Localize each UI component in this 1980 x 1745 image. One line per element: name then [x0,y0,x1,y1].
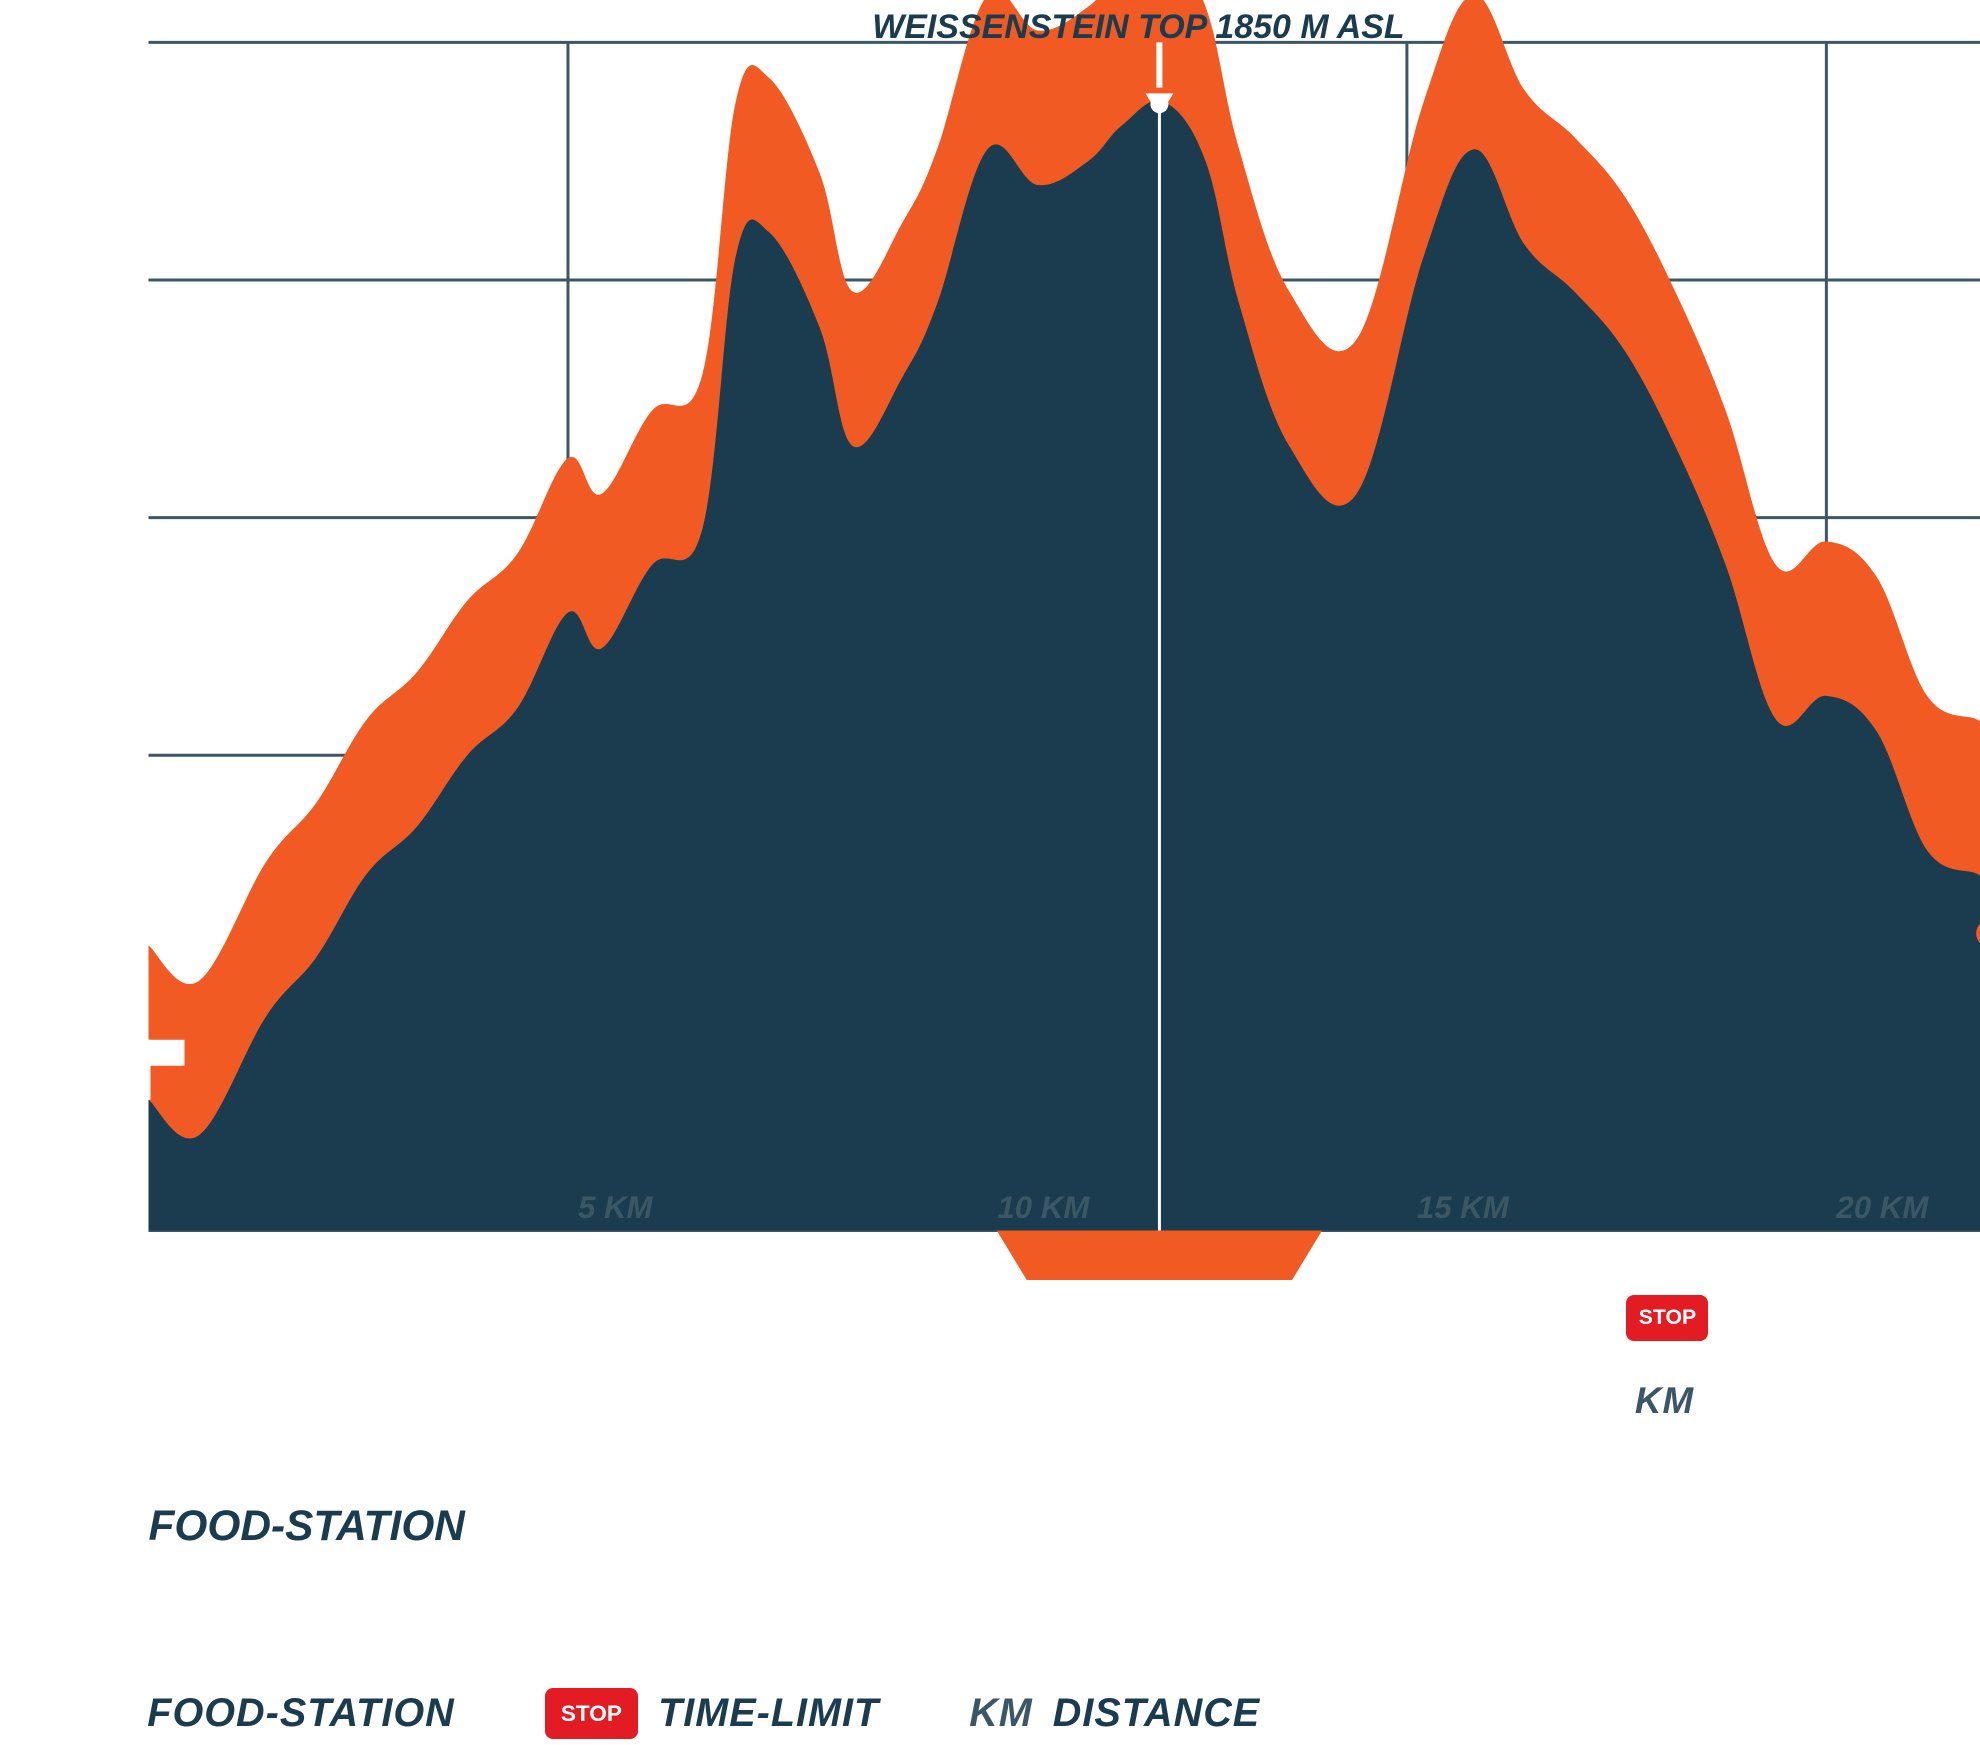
legend-item: KM DISTANCE [969,1691,1260,1736]
checkpoint-time: 12:15 [1728,1295,1829,1340]
x-tick-label: 10 KM [997,1190,1089,1226]
x-tick-label: 20 KM [1836,1190,1928,1226]
checkpoint-dot [1150,95,1168,113]
km-icon: KM [969,1691,1033,1736]
legend-item: STOP TIME-LIMIT [545,1688,879,1739]
legend: FOOD-STATION STOP TIME-LIMIT KM DISTANCE [71,1683,1261,1745]
legend-label: DISTANCE [1053,1691,1260,1736]
section-title: FOOD-STATION [149,1502,465,1550]
utensils-icon [1530,1293,1592,1360]
legend-item: FOOD-STATION [71,1683,455,1745]
stop-icon: STOP [1626,1295,1708,1340]
checkpoint-distance: 12,0 [1728,1378,1805,1423]
checkpoint-number: 1 [1468,1301,1496,1360]
x-tick-label: 15 KM [1417,1190,1509,1226]
callout-triangle [997,1230,1322,1280]
legend-label: FOOD-STATION [147,1691,454,1736]
checkpoint-callout: 1STOP12:15KM12,0 [1570,1273,1938,1457]
peak-label: WEISSENSTEIN TOP 1850 M ASL [872,8,1404,47]
legend-label: TIME-LIMIT [658,1691,879,1736]
stop-icon: STOP [545,1688,638,1739]
km-label: KM [1635,1380,1694,1422]
elevation-chart [0,0,1980,1280]
utensils-icon [71,1683,128,1745]
x-tick-label: 5 KM [578,1190,653,1226]
